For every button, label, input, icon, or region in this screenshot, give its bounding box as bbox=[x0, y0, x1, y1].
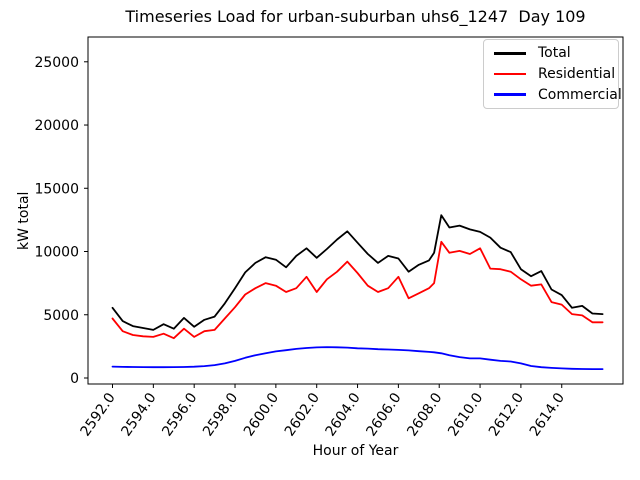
x-tick-label: 2594.0 bbox=[118, 390, 159, 439]
commercial-line-swatch bbox=[494, 93, 526, 96]
legend: Total Residential Commercial bbox=[483, 39, 622, 109]
total-line bbox=[111, 214, 604, 331]
x-tick-label: 2614.0 bbox=[527, 390, 568, 439]
residential-line bbox=[111, 240, 604, 340]
axes-frame bbox=[87, 36, 624, 385]
x-tick-label: 2610.0 bbox=[445, 390, 486, 439]
x-tick-label: 2602.0 bbox=[282, 390, 323, 439]
x-tick-label: 2606.0 bbox=[363, 390, 404, 439]
x-tick-label: 2612.0 bbox=[486, 390, 527, 439]
total-line-swatch bbox=[494, 52, 526, 55]
x-tick-label: 2600.0 bbox=[241, 390, 282, 439]
x-tick-label: 2608.0 bbox=[404, 390, 445, 439]
x-tick-label: 2598.0 bbox=[200, 390, 241, 439]
y-tick-label: 10000 bbox=[34, 245, 79, 261]
x-tick-label: 2604.0 bbox=[323, 390, 364, 439]
legend-label-residential: Residential bbox=[538, 65, 616, 82]
x-tick-label: 2592.0 bbox=[78, 390, 119, 439]
commercial-line bbox=[111, 346, 604, 371]
chart-title: Timeseries Load for urban-suburban uhs6_… bbox=[125, 7, 586, 26]
y-tick-label: 5000 bbox=[43, 308, 79, 324]
y-tick-label: 25000 bbox=[34, 55, 79, 71]
legend-label-total: Total bbox=[538, 45, 571, 62]
legend-label-commercial: Commercial bbox=[538, 86, 622, 103]
legend-entry-total: Total bbox=[484, 45, 618, 61]
legend-entry-residential: Residential bbox=[484, 66, 618, 82]
x-axis-label: Hour of Year bbox=[312, 443, 399, 459]
legend-entry-commercial: Commercial bbox=[484, 87, 622, 103]
x-tick-label: 2596.0 bbox=[159, 390, 200, 439]
y-tick-label: 20000 bbox=[34, 118, 79, 134]
y-tick-label: 0 bbox=[70, 371, 79, 387]
residential-line-swatch bbox=[494, 72, 526, 76]
y-tick-label: 15000 bbox=[34, 181, 79, 197]
